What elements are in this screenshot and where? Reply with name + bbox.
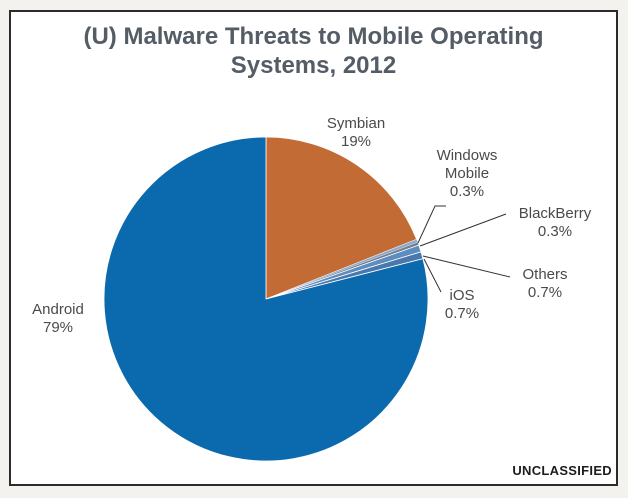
slice-label-line: Symbian bbox=[327, 115, 385, 132]
slice-label-line: iOS bbox=[449, 287, 474, 304]
slice-label-line: 0.7% bbox=[528, 284, 562, 301]
slice-label-line: 19% bbox=[341, 133, 371, 150]
chart-title: (U) Malware Threats to Mobile Operating … bbox=[9, 22, 618, 80]
leader-line-windows-mobile bbox=[417, 205, 446, 244]
slice-label-ios: iOS 0.7% bbox=[445, 287, 479, 322]
slice-label-symbian: Symbian 19% bbox=[327, 115, 385, 150]
slice-label-line: Others bbox=[522, 266, 567, 283]
slice-label-line: Mobile bbox=[445, 165, 489, 182]
slice-label-line: 0.3% bbox=[450, 183, 484, 200]
slice-label-line: 0.7% bbox=[445, 305, 479, 322]
leader-line-others bbox=[422, 255, 511, 278]
leader-line-blackberry bbox=[419, 213, 507, 247]
slice-label-line: 0.3% bbox=[538, 223, 572, 240]
slice-label-line: 79% bbox=[43, 319, 73, 336]
slice-label-others: Others 0.7% bbox=[522, 266, 567, 301]
slice-label-android: Android 79% bbox=[32, 301, 84, 336]
leader-line-ios bbox=[423, 258, 442, 293]
chart-title-line-1: (U) Malware Threats to Mobile Operating bbox=[83, 23, 544, 50]
slice-label-windows-mobile: Windows Mobile 0.3% bbox=[437, 147, 498, 200]
slice-label-line: BlackBerry bbox=[519, 205, 592, 222]
slice-label-blackberry: BlackBerry 0.3% bbox=[519, 205, 592, 240]
pie-slice-symbian bbox=[265, 136, 418, 300]
slice-label-line: Android bbox=[32, 301, 84, 318]
pie-slice-android bbox=[103, 136, 429, 462]
slice-label-line: Windows bbox=[437, 147, 498, 164]
classification-marking: UNCLASSIFIED bbox=[512, 463, 612, 478]
chart-title-line-2: Systems, 2012 bbox=[230, 52, 397, 79]
